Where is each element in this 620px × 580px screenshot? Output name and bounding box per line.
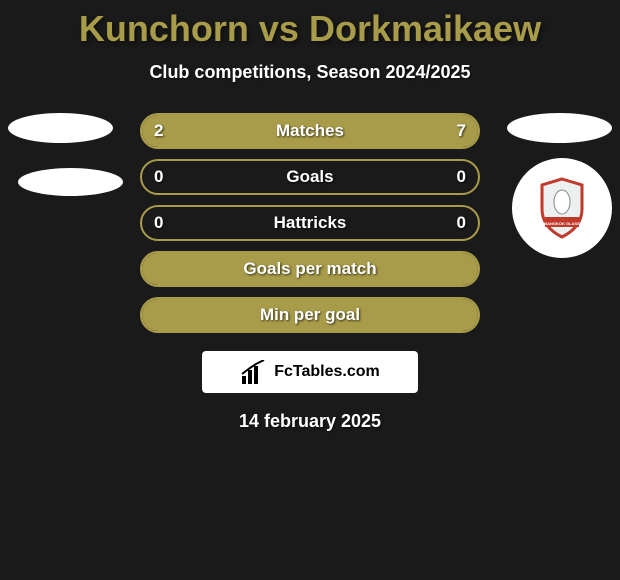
team-left-logo-1 bbox=[8, 113, 113, 143]
stat-label: Matches bbox=[142, 121, 478, 141]
page-title: Kunchorn vs Dorkmaikaew bbox=[0, 0, 620, 50]
content-area: BANGKOK GLASS 27Matches 00Goals 00Hattrick… bbox=[0, 113, 620, 432]
svg-text:BANGKOK GLASS: BANGKOK GLASS bbox=[544, 221, 580, 226]
team-right-logo-1 bbox=[507, 113, 612, 143]
chart-icon bbox=[240, 360, 268, 384]
stat-label: Hattricks bbox=[142, 213, 478, 233]
stats-container: 27Matches 00Goals 00Hattricks Goals per mat… bbox=[140, 113, 480, 333]
stat-bar-goals-per-match: Goals per match bbox=[140, 251, 480, 287]
shield-icon: BANGKOK GLASS bbox=[537, 177, 587, 239]
date-text: 14 february 2025 bbox=[10, 411, 610, 432]
stat-bar-matches: 27Matches bbox=[140, 113, 480, 149]
stat-bar-min-per-goal: Min per goal bbox=[140, 297, 480, 333]
stat-bar-hattricks: 00Hattricks bbox=[140, 205, 480, 241]
footer-badge[interactable]: FcTables.com bbox=[202, 351, 418, 393]
team-right-logo-2: BANGKOK GLASS bbox=[512, 158, 612, 258]
stat-label: Min per goal bbox=[142, 305, 478, 325]
stat-label: Goals per match bbox=[142, 259, 478, 279]
footer-brand-text: FcTables.com bbox=[274, 363, 380, 381]
team-left-logo-2 bbox=[18, 168, 123, 196]
subtitle: Club competitions, Season 2024/2025 bbox=[0, 62, 620, 83]
stat-bar-goals: 00Goals bbox=[140, 159, 480, 195]
stat-label: Goals bbox=[142, 167, 478, 187]
